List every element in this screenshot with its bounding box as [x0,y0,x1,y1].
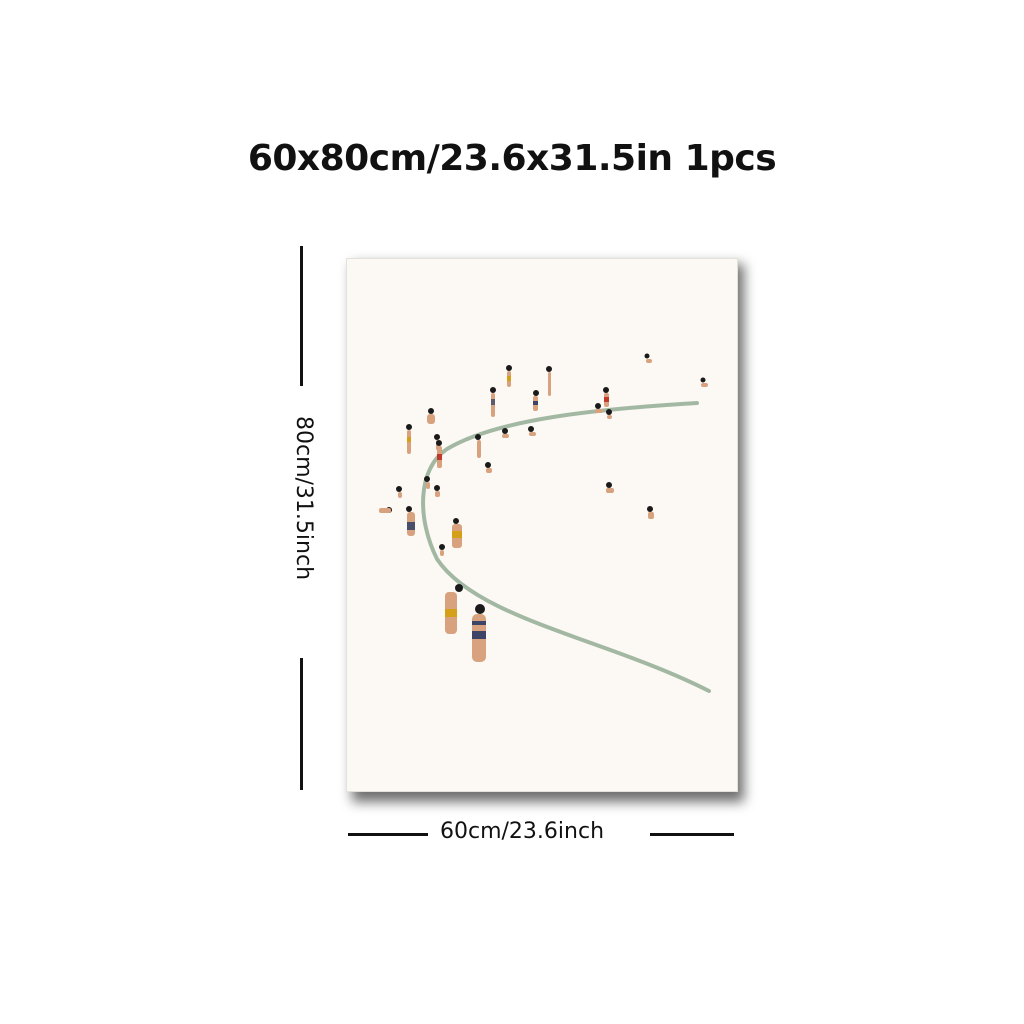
product-size-title: 60x80cm/23.6x31.5in 1pcs [247,138,777,179]
height-dimension-line-bottom [300,658,303,790]
height-dimension-label: 80cm/31.5inch [291,416,316,581]
beach-people [379,353,708,662]
width-dimension-line-left [348,833,428,836]
shoreline-curve [421,401,711,693]
width-dimension-label: 60cm/23.6inch [440,819,605,844]
width-dimension-line-right [650,833,734,836]
height-dimension-line-top [300,246,303,386]
beach-artwork [379,353,711,693]
canvas-print [346,258,738,792]
